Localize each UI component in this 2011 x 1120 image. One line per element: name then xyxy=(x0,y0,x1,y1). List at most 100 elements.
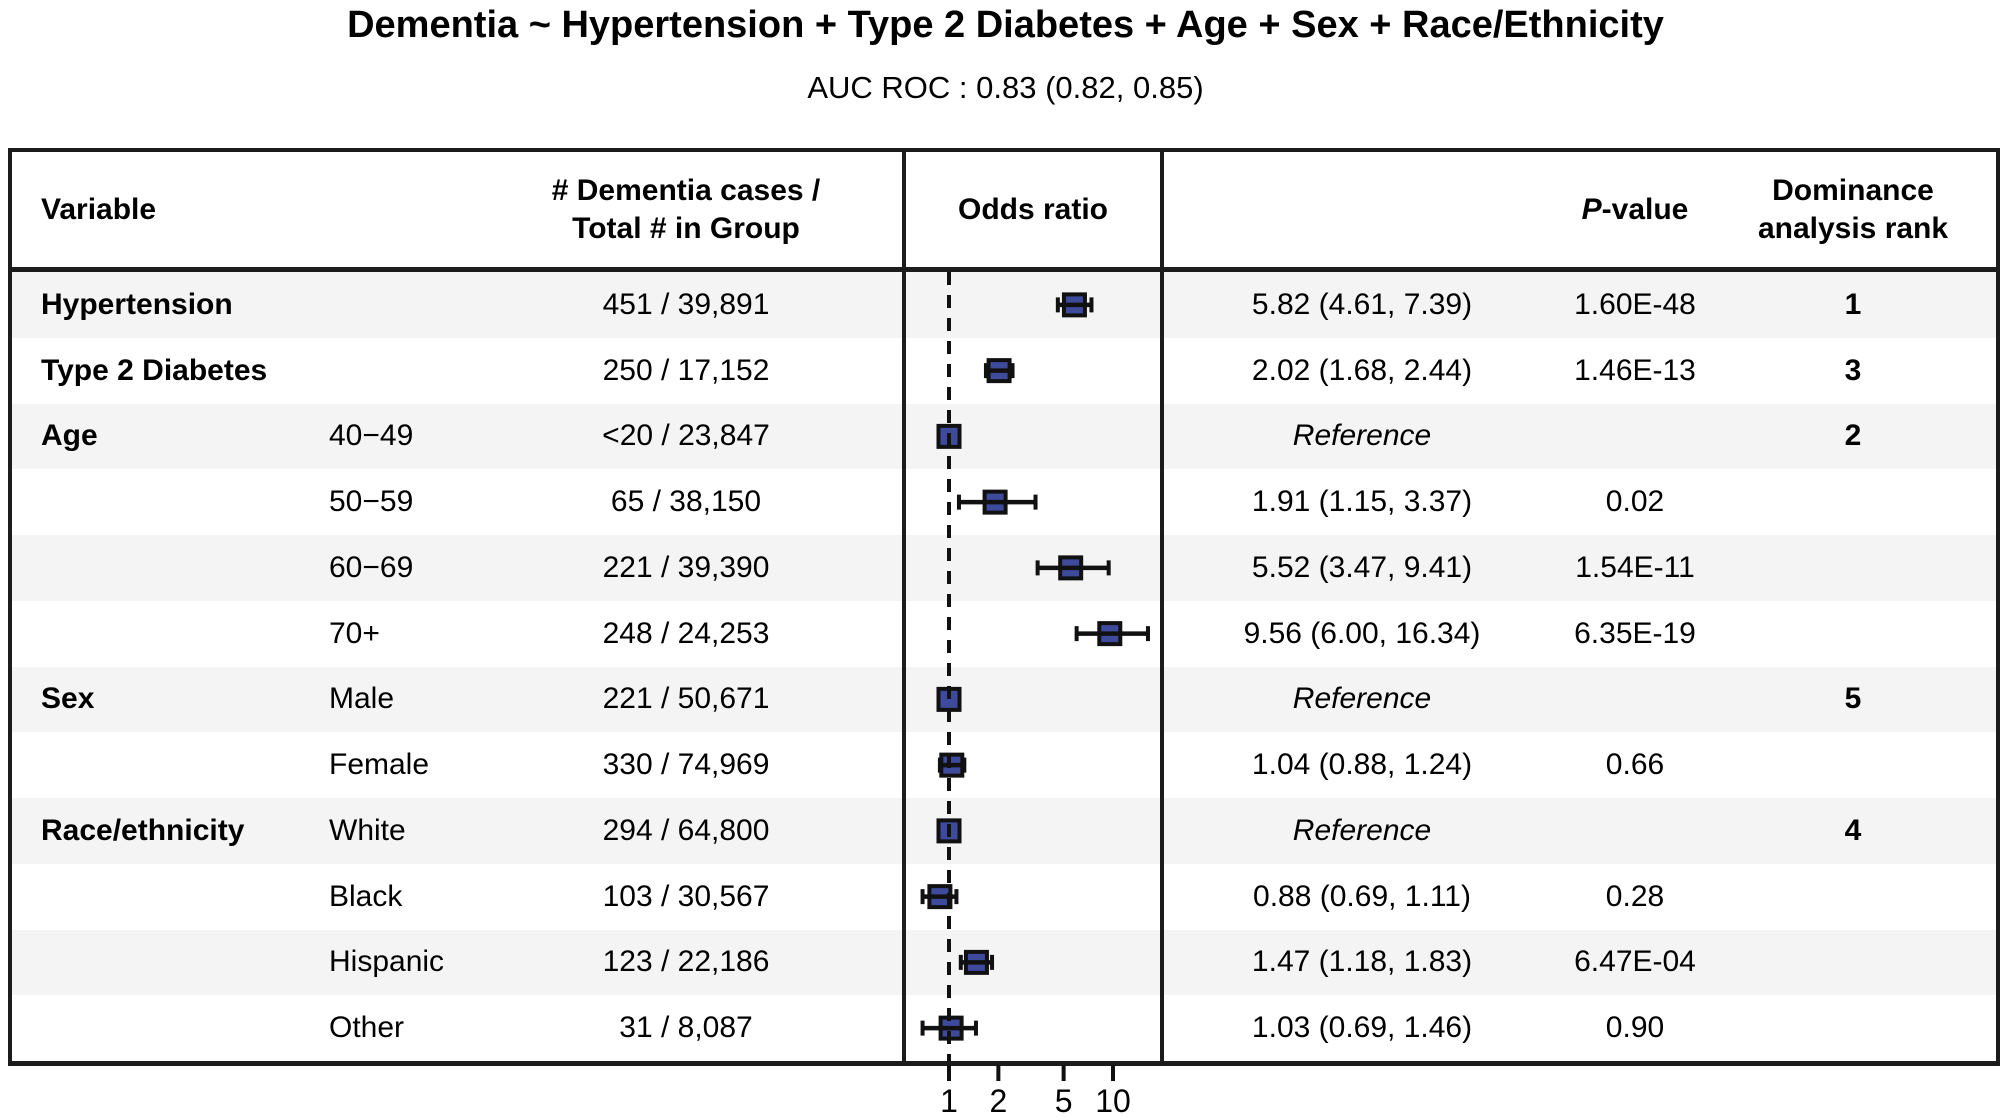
counts-value: 221 / 50,671 xyxy=(602,682,770,716)
axis-tick xyxy=(996,1065,1001,1081)
rank-value: 1 xyxy=(1844,287,1862,321)
odds-ratio-value: 9.56 (6.00, 16.34) xyxy=(1243,616,1481,650)
ci-cap-low xyxy=(920,1020,925,1036)
odds-ratio-value: 0.88 (0.69, 1.11) xyxy=(1253,879,1471,913)
header-rank-line2: analysis rank xyxy=(1757,211,1949,245)
table-row: Sex Male 221 / 50,671 Reference 5 xyxy=(12,666,1996,733)
ci-cap-high xyxy=(1145,626,1150,642)
ci-cap-low xyxy=(956,494,961,510)
header-rank-line1: Dominance xyxy=(1772,173,1934,207)
variable-label: Age xyxy=(41,419,98,453)
axis-tick-label: 1 xyxy=(940,1083,958,1119)
header-rank: Dominance analysis rank xyxy=(1710,172,1996,248)
table-header: Variable # Dementia cases / Total # in G… xyxy=(12,152,1996,272)
ci-cap-low xyxy=(958,954,963,970)
header-counts-line1: # Dementia cases / xyxy=(551,173,821,207)
counts-value: 123 / 22,186 xyxy=(602,945,770,979)
ci-cap-low xyxy=(937,757,942,773)
odds-ratio-value: 1.91 (1.15, 3.37) xyxy=(1251,485,1473,519)
ci-cap-low xyxy=(1055,297,1060,313)
rank-value: 5 xyxy=(1844,682,1862,716)
plot-panel-cell xyxy=(902,337,1164,404)
counts-value: 65 / 38,150 xyxy=(610,485,762,519)
odds-ratio-value: Reference xyxy=(1292,813,1432,847)
plot-panel-cell xyxy=(902,929,1164,996)
odds-ratio-value: Reference xyxy=(1292,682,1432,716)
level-label: 50−59 xyxy=(329,485,414,519)
plot-panel-cell xyxy=(902,863,1164,930)
variable-label: Sex xyxy=(41,682,95,716)
variable-label: Race/ethnicity xyxy=(41,813,245,847)
odds-ratio-value: 5.82 (4.61, 7.39) xyxy=(1251,287,1473,321)
pvalue-value: 1.54E-11 xyxy=(1575,550,1695,584)
axis-tick-label: 5 xyxy=(1055,1083,1073,1119)
plot-panel-cell xyxy=(902,272,1164,338)
odds-ratio-value: 1.03 (0.69, 1.46) xyxy=(1251,1011,1473,1045)
variable-label: Hypertension xyxy=(41,287,233,321)
level-label: Female xyxy=(329,748,430,782)
table-row: Female 330 / 74,969 1.04 (0.88, 1.24) 0.66 xyxy=(12,732,1996,798)
pvalue-value: 0.28 xyxy=(1605,879,1665,913)
rank-value: 4 xyxy=(1844,813,1862,847)
forest-plot-svg: 1 2 5 10 xyxy=(920,272,1150,1119)
counts-value: 330 / 74,969 xyxy=(602,748,770,782)
counts-value: 103 / 30,567 xyxy=(602,879,770,913)
plot-panel-cell xyxy=(902,600,1164,667)
header-pvalue-rest: -value xyxy=(1601,192,1689,226)
ci-cap-high xyxy=(1089,297,1094,313)
forest-table: Variable # Dementia cases / Total # in G… xyxy=(8,148,2000,1066)
table-row: Hispanic 123 / 22,186 1.47 (1.18, 1.83) 6.4… xyxy=(12,929,1996,996)
odds-ratio-value: 2.02 (1.68, 2.44) xyxy=(1251,353,1473,387)
counts-value: 248 / 24,253 xyxy=(602,616,770,650)
axis-tick xyxy=(947,1065,951,1081)
table-row: Type 2 Diabetes 250 / 17,152 2.02 (1.68, 2… xyxy=(12,337,1996,404)
counts-value: 31 / 8,087 xyxy=(619,1011,753,1045)
pvalue-value: 1.46E-13 xyxy=(1574,353,1696,387)
plot-panel-cell xyxy=(902,666,1164,733)
table-body: Hypertension 451 / 39,891 5.82 (4.61, 7.39… xyxy=(12,272,1996,1061)
axis-tick-label: 2 xyxy=(989,1083,1007,1119)
ci-cap-high xyxy=(1033,494,1038,510)
ci-cap-low xyxy=(1035,560,1040,576)
pvalue-value: 0.90 xyxy=(1605,1011,1665,1045)
chart-subtitle: AUC ROC : 0.83 (0.82, 0.85) xyxy=(807,70,1204,105)
plot-panel-cell xyxy=(902,732,1164,798)
table-row: Black 103 / 30,567 0.88 (0.69, 1.11) 0.28 xyxy=(12,863,1996,930)
counts-value: 221 / 39,390 xyxy=(602,550,770,584)
counts-value: <20 / 23,847 xyxy=(602,419,770,453)
table-row: Race/ethnicity White 294 / 64,800 Reference… xyxy=(12,798,1996,864)
counts-value: 294 / 64,800 xyxy=(602,813,770,847)
odds-ratio-value: 5.52 (3.47, 9.41) xyxy=(1251,550,1473,584)
table-row: Other 31 / 8,087 1.03 (0.69, 1.46) 0.90 xyxy=(12,995,1996,1061)
level-label: White xyxy=(329,813,406,847)
header-odds-ratio-label: Odds ratio xyxy=(957,192,1108,226)
odds-ratio-value: Reference xyxy=(1292,419,1432,453)
pvalue-value: 0.02 xyxy=(1605,485,1665,519)
ci-cap-low xyxy=(920,889,925,905)
plot-panel-cell xyxy=(902,798,1164,864)
header-variable: Variable xyxy=(41,192,157,226)
header-counts-line2: Total # in Group xyxy=(572,211,800,245)
ci-cap-high xyxy=(990,954,995,970)
rank-value: 2 xyxy=(1844,419,1862,453)
level-label: Male xyxy=(329,682,395,716)
odds-ratio-value: 1.04 (0.88, 1.24) xyxy=(1251,748,1473,782)
pvalue-value: 6.35E-19 xyxy=(1574,616,1696,650)
level-label: 70+ xyxy=(329,616,380,650)
header-odds-ratio: Odds ratio xyxy=(902,152,1164,267)
table-row: 60−69 221 / 39,390 5.52 (3.47, 9.41) 1.54E-… xyxy=(12,535,1996,601)
variable-label: Type 2 Diabetes xyxy=(41,353,268,387)
pvalue-value: 0.66 xyxy=(1605,748,1665,782)
level-label: Black xyxy=(329,879,403,913)
table-row: 70+ 248 / 24,253 9.56 (6.00, 16.34) 6.35E-1… xyxy=(12,600,1996,667)
header-pvalue-italic: P xyxy=(1581,192,1602,226)
axis-tick-label: 10 xyxy=(1095,1083,1131,1119)
pvalue-value: 1.60E-48 xyxy=(1574,287,1696,321)
ci-cap-low xyxy=(1074,626,1079,642)
counts-value: 451 / 39,891 xyxy=(602,287,770,321)
rank-value: 3 xyxy=(1844,353,1862,387)
ci-cap-high xyxy=(973,1020,978,1036)
axis-tick xyxy=(1061,1065,1066,1081)
ci-cap-low xyxy=(983,363,988,379)
table-row: 50−59 65 / 38,150 1.91 (1.15, 3.37) 0.02 xyxy=(12,469,1996,535)
